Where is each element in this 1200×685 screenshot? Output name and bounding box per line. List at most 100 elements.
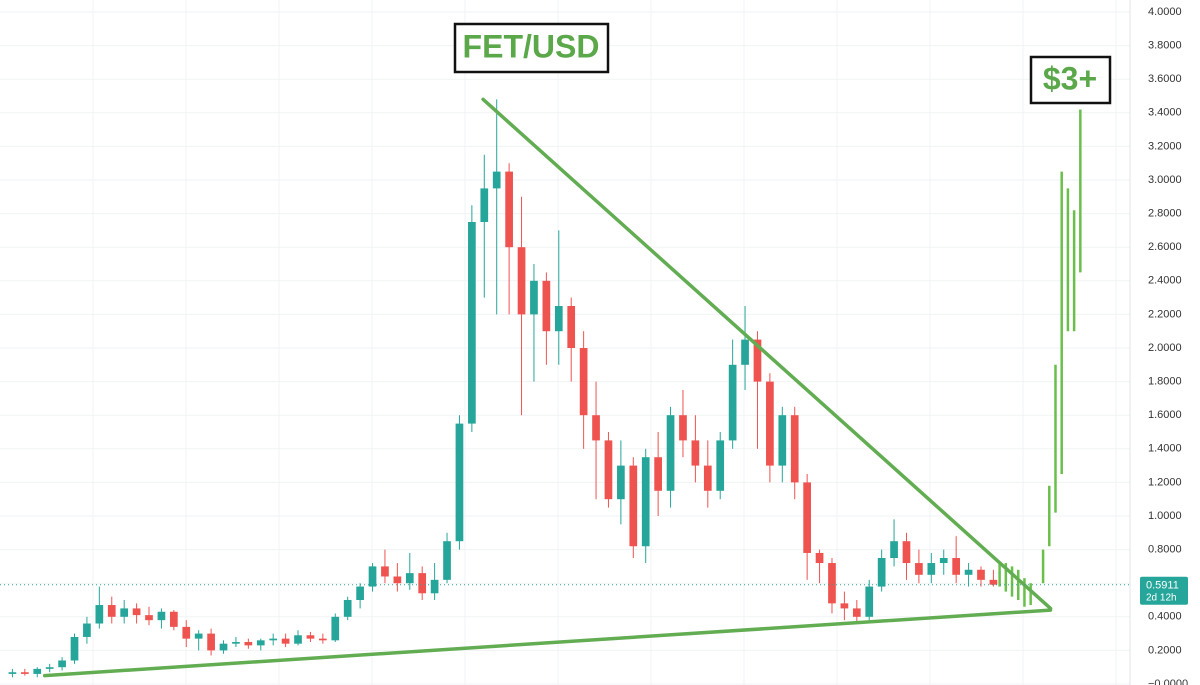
candle-body bbox=[505, 171, 513, 248]
y-tick-label: 2.8000 bbox=[1148, 208, 1182, 220]
price-axis bbox=[1130, 0, 1200, 685]
candle-body bbox=[480, 188, 489, 222]
annotation: $3+ bbox=[1043, 60, 1097, 96]
candle-body bbox=[418, 573, 427, 594]
y-tick-label: 3.8000 bbox=[1148, 40, 1182, 52]
candle-body bbox=[281, 638, 290, 644]
y-tick-label: −0.0000 bbox=[1148, 678, 1188, 685]
candle-body bbox=[592, 415, 600, 441]
trendline bbox=[42, 608, 1053, 678]
candle-body bbox=[567, 306, 576, 348]
candle-body bbox=[703, 465, 712, 491]
candle-body bbox=[169, 611, 178, 627]
candle-body bbox=[629, 465, 638, 547]
candle-body bbox=[604, 440, 613, 500]
candle-body bbox=[232, 642, 240, 644]
candle-body bbox=[492, 171, 501, 189]
y-tick-label: 1.6000 bbox=[1148, 409, 1182, 421]
y-tick-label: 0.8000 bbox=[1148, 544, 1182, 556]
candle-body bbox=[741, 339, 749, 365]
candle-body bbox=[530, 280, 538, 315]
title-box bbox=[453, 22, 610, 74]
y-tick-label: 1.2000 bbox=[1148, 476, 1182, 488]
candle-body bbox=[790, 415, 799, 483]
candle-body bbox=[964, 569, 973, 575]
candle-body bbox=[815, 552, 824, 564]
candle-body bbox=[927, 563, 936, 575]
candle-body bbox=[120, 608, 129, 617]
candle-body bbox=[952, 558, 961, 575]
y-tick-label: 2.6000 bbox=[1148, 241, 1182, 253]
candle-body bbox=[728, 364, 737, 441]
candle-body bbox=[939, 558, 948, 564]
y-tick-label: 1.0000 bbox=[1148, 510, 1182, 522]
candle-body bbox=[778, 415, 787, 466]
candle-body bbox=[269, 638, 278, 641]
candle-body bbox=[641, 457, 650, 547]
candle-body bbox=[803, 482, 811, 553]
candle-body bbox=[877, 558, 886, 587]
candle-body bbox=[393, 576, 402, 584]
candle-body bbox=[915, 563, 923, 575]
candle-body bbox=[617, 465, 625, 500]
candle-body bbox=[691, 440, 700, 466]
candle-body bbox=[8, 672, 17, 674]
plot-area bbox=[0, 11, 1130, 685]
candle-body bbox=[132, 608, 141, 616]
candle-body bbox=[840, 603, 849, 609]
y-tick-label: 0.4000 bbox=[1148, 611, 1182, 623]
candle-body bbox=[83, 623, 91, 637]
candle-body bbox=[753, 339, 762, 382]
y-tick-label: 3.6000 bbox=[1148, 73, 1182, 85]
candle-body bbox=[890, 541, 898, 558]
y-tick-label: 4.0000 bbox=[1148, 6, 1182, 18]
y-tick-label: 1.8000 bbox=[1148, 376, 1182, 388]
candle-body bbox=[95, 605, 104, 624]
candle-body bbox=[716, 440, 725, 491]
candle-body bbox=[455, 423, 464, 542]
candle-body bbox=[157, 611, 166, 621]
candle-body bbox=[381, 566, 389, 577]
candle-body bbox=[306, 635, 315, 639]
candle-body bbox=[33, 668, 42, 674]
candle-body bbox=[989, 579, 998, 585]
candle-body bbox=[977, 569, 985, 580]
candle-body bbox=[356, 586, 364, 600]
candle-body bbox=[244, 642, 253, 646]
candle-body bbox=[679, 415, 687, 441]
y-tick-label: 2.0000 bbox=[1148, 342, 1182, 354]
y-tick-label: 2.2000 bbox=[1148, 308, 1182, 320]
candle-body bbox=[294, 635, 302, 644]
y-tick-label: 3.4000 bbox=[1148, 107, 1182, 119]
candle-body bbox=[852, 608, 861, 617]
y-tick-label: 3.0000 bbox=[1148, 174, 1182, 186]
candle-body bbox=[542, 280, 551, 332]
y-tick-label: 0.2000 bbox=[1148, 644, 1182, 656]
candle-body bbox=[554, 306, 563, 332]
last-price-box bbox=[1140, 576, 1188, 605]
y-tick-label: 3.2000 bbox=[1148, 140, 1182, 152]
candle-body bbox=[331, 616, 340, 641]
candle-body bbox=[666, 415, 675, 491]
candle-body bbox=[194, 633, 203, 639]
chart-title: FET/USD bbox=[463, 28, 600, 64]
y-tick-label: 2.4000 bbox=[1148, 275, 1182, 287]
candle-body bbox=[70, 636, 79, 661]
candle-body bbox=[343, 600, 352, 617]
candle-body bbox=[368, 566, 377, 587]
candle-body bbox=[145, 615, 153, 621]
candle-body bbox=[405, 573, 414, 584]
candle-body bbox=[865, 586, 874, 617]
candle-body bbox=[107, 605, 116, 617]
y-tick-label: 1.4000 bbox=[1148, 443, 1182, 455]
last-price-label: 0.5911 bbox=[1146, 580, 1179, 592]
candle-body bbox=[182, 626, 191, 639]
countdown-label: 2d 12h bbox=[1146, 592, 1177, 603]
candle-body bbox=[319, 638, 327, 641]
candle-body bbox=[256, 640, 265, 646]
candle-body bbox=[517, 247, 526, 315]
candle-body bbox=[20, 672, 29, 674]
candle-body bbox=[219, 643, 228, 651]
candle-body bbox=[828, 563, 836, 604]
